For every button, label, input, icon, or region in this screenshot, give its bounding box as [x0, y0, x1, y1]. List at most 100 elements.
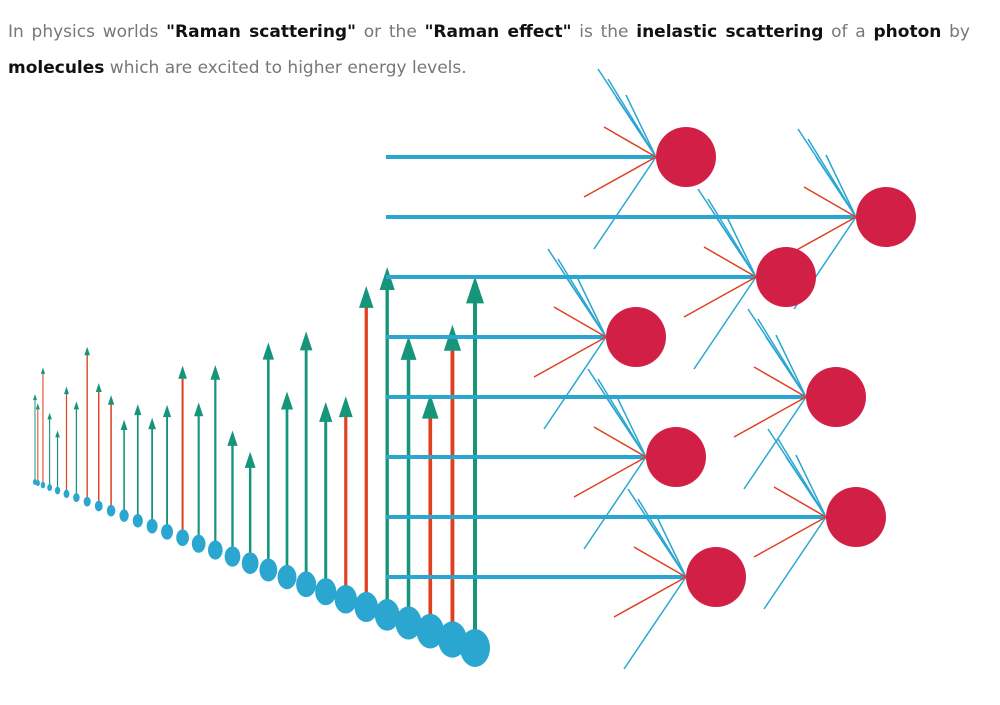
photon [224, 546, 241, 567]
photon [94, 500, 103, 512]
arrow-head [178, 365, 187, 379]
molecule [826, 487, 886, 547]
scattered-ray [575, 274, 607, 338]
arrow-head [400, 336, 417, 360]
photon [191, 534, 206, 553]
raman-ray [683, 276, 757, 318]
photon [40, 481, 46, 489]
scattered-ray [715, 216, 757, 278]
raman-ray [553, 306, 607, 338]
arrow-head [55, 430, 60, 438]
arrow-head [47, 412, 52, 420]
arrow-head [107, 395, 115, 405]
scattered-ray [623, 576, 687, 670]
scattered-ray [815, 156, 857, 218]
bold-term: "Raman effect" [424, 22, 572, 42]
arrow-head [35, 403, 40, 410]
arrow-head [40, 367, 46, 374]
text: by [941, 22, 970, 42]
molecule [606, 307, 666, 367]
scattered-ray [655, 514, 687, 578]
scattered-ray [743, 396, 807, 490]
raman-ray [753, 516, 827, 558]
raman-ray [583, 156, 657, 198]
raman-ray [803, 186, 857, 218]
arrow-head [227, 430, 238, 446]
scattered-ray [565, 276, 607, 338]
scattered-ray [785, 456, 827, 518]
arrow-head [210, 365, 221, 380]
molecule [756, 247, 816, 307]
text: of a [823, 22, 874, 42]
photon [277, 564, 297, 590]
scattered-ray [765, 336, 807, 398]
photon [83, 496, 91, 507]
raman-ray [773, 486, 827, 518]
photon [47, 483, 53, 492]
photon [296, 571, 317, 598]
scattered-ray [825, 154, 857, 218]
arrow-head [319, 401, 333, 422]
arrow-head [148, 417, 156, 430]
photon [460, 629, 490, 667]
arrow-head [262, 342, 275, 360]
molecule [686, 547, 746, 607]
bold-term: inelastic scattering [636, 22, 824, 42]
photon [146, 518, 158, 534]
scattered-ray [605, 396, 647, 458]
scattered-ray [763, 516, 827, 610]
intro-paragraph: In physics worlds "Raman scattering" or … [8, 14, 970, 86]
photon [259, 558, 278, 582]
arrow-head [120, 419, 128, 431]
raman-ray [753, 366, 807, 398]
arrow-head [63, 386, 70, 395]
photon [374, 599, 400, 631]
text: or the [355, 22, 425, 42]
scattered-ray [543, 336, 607, 430]
arrow-head [338, 396, 353, 418]
raman-ray [733, 396, 807, 438]
scattered-ray [593, 156, 657, 250]
arrow-head [162, 404, 172, 418]
arrow-head [95, 383, 102, 393]
molecule [806, 367, 866, 427]
molecule [656, 127, 716, 187]
photon [161, 524, 173, 540]
arrow-head [358, 286, 374, 308]
text: In physics worlds [8, 22, 167, 42]
arrow-head [134, 404, 142, 416]
arrow-head [194, 402, 204, 417]
raman-ray [633, 546, 687, 578]
raman-ray [603, 126, 657, 158]
scattered-ray [645, 516, 687, 578]
photon [132, 514, 143, 528]
photon [334, 584, 357, 614]
scattered-ray [625, 94, 657, 158]
raman-ray [593, 426, 647, 458]
arrow-head [466, 276, 484, 304]
bold-term: photon [873, 22, 942, 42]
photon [119, 509, 129, 522]
photon [207, 540, 223, 560]
photon [63, 489, 70, 499]
scattered-ray [725, 214, 757, 278]
photon [416, 613, 444, 649]
raman-ray [703, 246, 757, 278]
scattered-ray [795, 454, 827, 518]
raman-ray [613, 576, 687, 618]
raman-ray [533, 336, 607, 378]
scattered-ray [615, 96, 657, 158]
photon [106, 504, 116, 517]
bold-term: "Raman scattering" [166, 22, 356, 42]
arrow-head [244, 451, 256, 468]
scattered-ray [693, 276, 757, 370]
photon [315, 578, 337, 606]
photon [395, 606, 422, 640]
bold-term: molecules [8, 58, 105, 78]
molecule [856, 187, 916, 247]
photon [354, 591, 379, 623]
arrow-head [33, 394, 37, 401]
arrow-head [299, 331, 313, 351]
